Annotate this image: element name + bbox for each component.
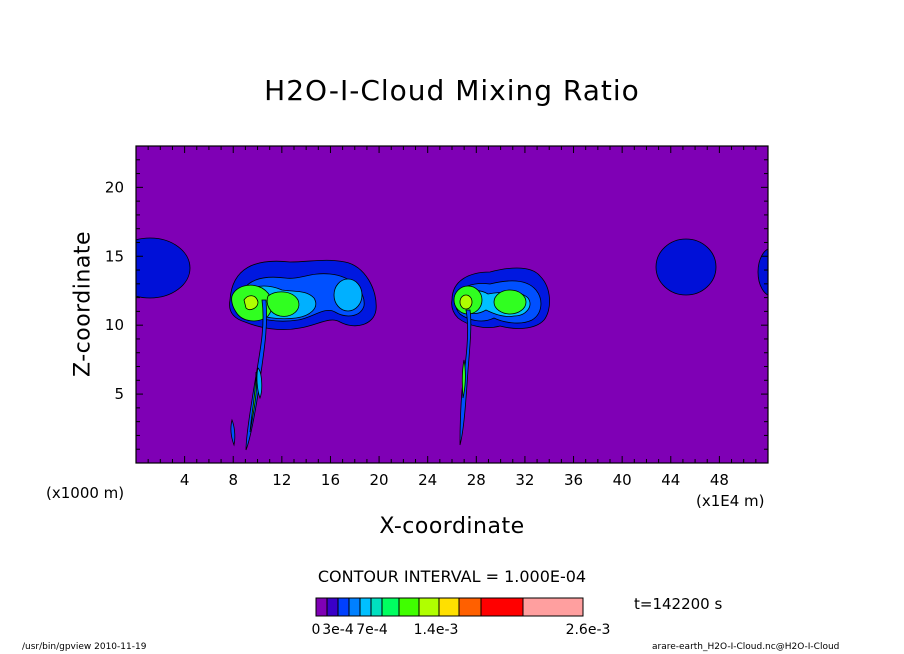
x-tick-label: 16 — [321, 471, 340, 489]
contour-cloud2-yellow — [459, 294, 473, 310]
x-tick-label: 48 — [710, 471, 729, 489]
colorbar-label: 3e-4 — [322, 622, 354, 638]
contour-column1-core — [249, 371, 257, 433]
colorbar-label: 1.4e-3 — [414, 622, 459, 638]
colorbar-swatch — [348, 597, 361, 617]
contour-cloud2-green-b — [493, 289, 527, 315]
x-tick-label: 36 — [564, 471, 583, 489]
colorbar: 0 3e-4 7e-4 1.4e-3 2.6e-3 — [312, 597, 611, 638]
contour-field — [136, 237, 768, 451]
chart-title: H2O-I-Cloud Mixing Ratio — [264, 74, 640, 107]
x-tick-label: 40 — [613, 471, 632, 489]
x-tick-label: 8 — [228, 471, 238, 489]
colorbar-label: 7e-4 — [356, 622, 388, 638]
contour-cloud1-green-b — [266, 291, 300, 317]
contour-blob-x44 — [655, 238, 717, 296]
footer-right: arare-earth_H2O-I-Cloud.nc@H2O-I-Cloud — [652, 642, 840, 652]
colorbar-swatch — [438, 597, 460, 617]
y-tick-label: 5 — [114, 385, 124, 403]
colorbar-swatch — [480, 597, 524, 617]
y-axis-ticks — [136, 159, 768, 450]
colorbar-swatch — [337, 597, 350, 617]
x-tick-label: 24 — [418, 471, 437, 489]
x-tick-label: 20 — [370, 471, 389, 489]
y-axis-tick-labels: 5 10 15 20 — [105, 178, 124, 403]
contour-cloud1-right-core — [333, 278, 363, 312]
colorbar-swatch — [370, 597, 383, 617]
contour-cloud1-yellow — [243, 295, 259, 310]
colorbar-swatch — [418, 597, 440, 617]
contour-column1-debris — [230, 418, 236, 447]
colorbar-swatch — [522, 597, 584, 617]
y-tick-label: 15 — [105, 247, 124, 265]
x-axis-ticks — [147, 146, 757, 463]
colorbar-swatch — [315, 597, 328, 617]
colorbar-swatch — [326, 597, 339, 617]
x-tick-label: 32 — [515, 471, 534, 489]
time-label: t=142200 s — [634, 595, 723, 613]
y-tick-label: 20 — [105, 178, 124, 196]
y-axis-label-wrap: Z-coordinate — [68, 145, 98, 463]
contour-blob-right-edge — [757, 248, 768, 296]
x-tick-label: 4 — [180, 471, 190, 489]
x-tick-label: 12 — [272, 471, 291, 489]
x-tick-label: 28 — [467, 471, 486, 489]
y-tick-label: 10 — [105, 316, 124, 334]
colorbar-label: 0 — [312, 622, 321, 638]
colorbar-swatch — [381, 597, 400, 617]
x-axis-tick-labels: 4 8 12 16 20 24 28 32 36 40 44 48 — [180, 471, 729, 489]
footer-left: /usr/bin/gpview 2010-11-19 — [22, 642, 147, 652]
x-tick-label: 44 — [661, 471, 680, 489]
colorbar-swatch — [458, 597, 482, 617]
contour-blob-left-edge — [136, 237, 191, 299]
contour-column1-b — [256, 367, 263, 400]
x-scale-note: (x1E4 m) — [696, 492, 765, 510]
colorbar-label: 2.6e-3 — [566, 622, 611, 638]
x-axis-label: X-coordinate — [379, 514, 525, 539]
contour-column2-core — [461, 359, 466, 399]
contour-interval-label: CONTOUR INTERVAL = 1.000E-04 — [317, 567, 587, 586]
colorbar-swatch — [359, 597, 372, 617]
x-unit-label: (x1000 m) — [46, 484, 125, 502]
y-axis-label: Z-coordinate — [70, 231, 96, 377]
colorbar-swatch — [398, 597, 420, 617]
